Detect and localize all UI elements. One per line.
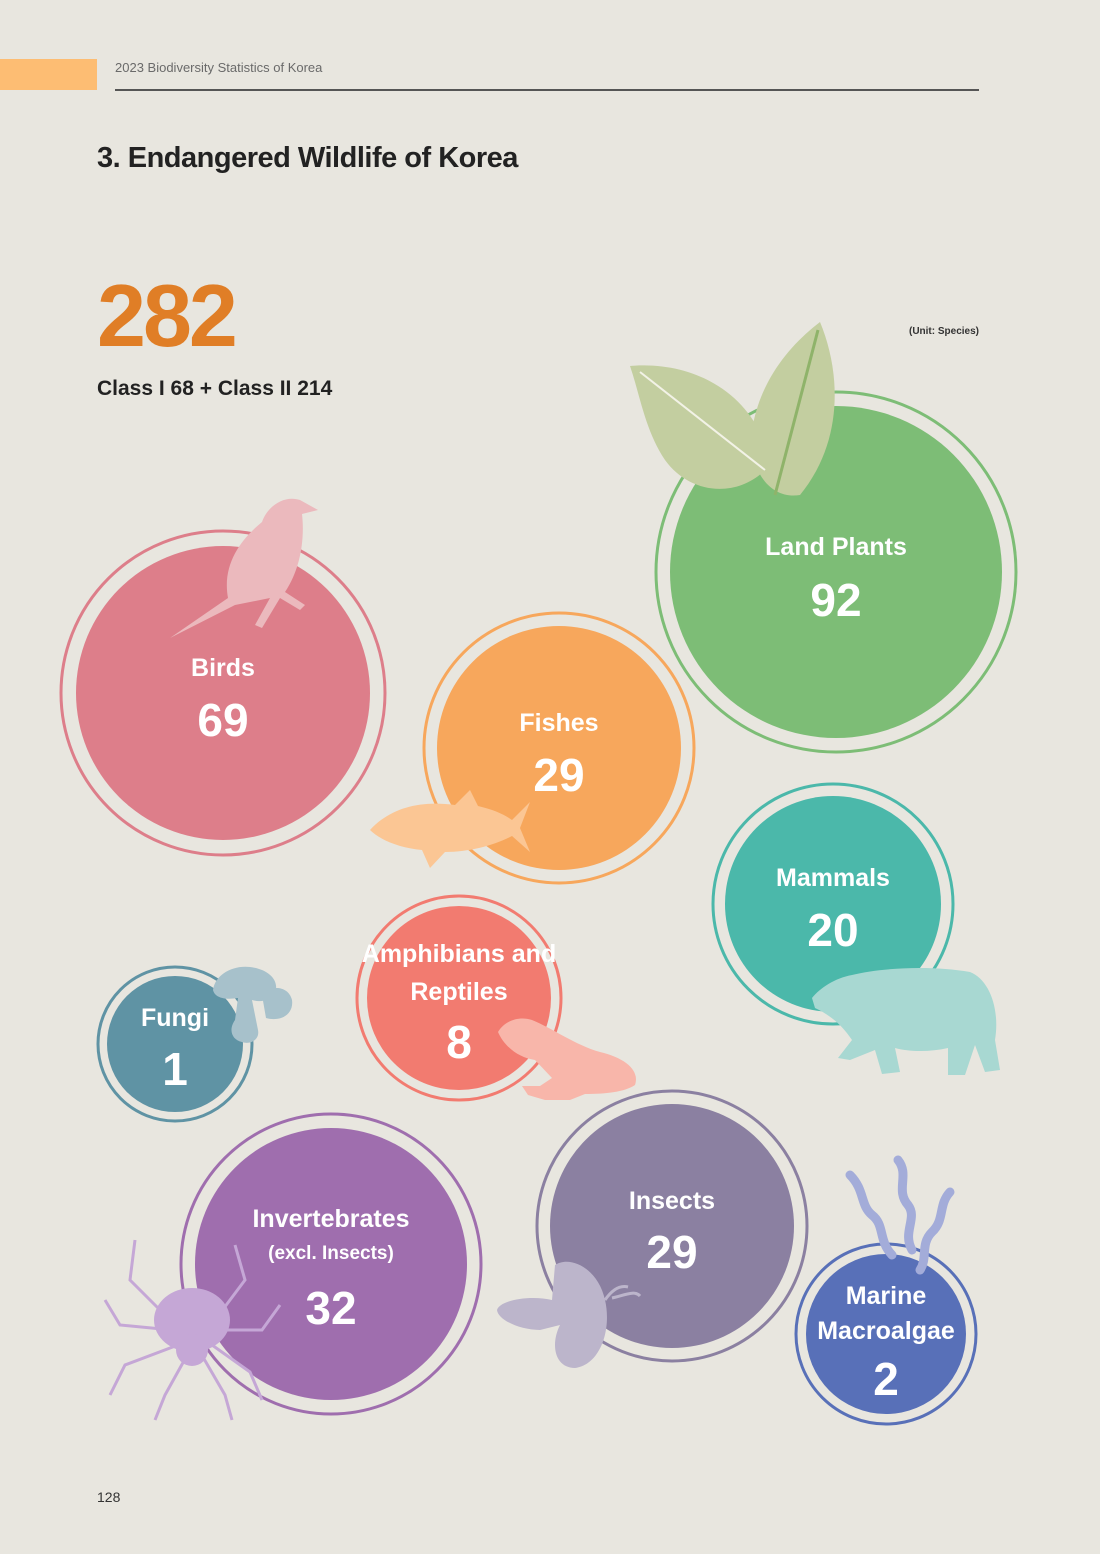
birds-value: 69 — [197, 694, 249, 746]
land-plants-label: Land Plants — [765, 533, 907, 561]
seaweed-icon — [845, 1155, 955, 1275]
amphibians-label-line1: Amphibians and — [361, 940, 557, 968]
birds-label: Birds — [191, 654, 255, 682]
bubble-amphibians-reptiles — [355, 894, 563, 1102]
page-number: 128 — [97, 1489, 121, 1505]
invertebrates-value: 32 — [305, 1282, 357, 1334]
header-title: 2023 Biodiversity Statistics of Korea — [115, 60, 323, 75]
macroalgae-label-line2: Macroalgae — [817, 1317, 955, 1345]
butterfly-icon — [497, 1261, 642, 1368]
land-plants-value: 92 — [810, 574, 862, 626]
bubble-invertebrates — [179, 1112, 483, 1416]
fishes-label: Fishes — [519, 709, 599, 737]
header-tab — [0, 59, 97, 90]
unit-label: (Unit: Species) — [908, 326, 979, 337]
fungi-label: Fungi — [140, 1004, 210, 1032]
spider-icon — [103, 1239, 282, 1421]
bubble-mammals — [711, 782, 955, 1026]
invertebrates-sublabel: (excl. Insects) — [268, 1243, 394, 1264]
class-breakdown: Class I 68 + Class II 214 — [97, 377, 333, 400]
mammals-label: Mammals — [776, 864, 890, 892]
fish-icon — [370, 790, 530, 868]
total-count: 282 — [97, 266, 238, 365]
insects-label: Insects — [628, 1187, 716, 1215]
mammals-value: 20 — [807, 904, 859, 956]
fishes-value: 29 — [533, 749, 585, 801]
bubble-fungi — [96, 965, 254, 1123]
bubble-fishes — [422, 611, 696, 885]
leaf-icon — [630, 322, 835, 496]
invertebrates-label: Invertebrates — [252, 1205, 410, 1233]
fungi-value: 1 — [162, 1043, 188, 1095]
amphibians-label-line2: Reptiles — [410, 978, 508, 1006]
header-divider — [115, 89, 979, 91]
amphibians-value: 8 — [446, 1016, 472, 1068]
bear-icon — [812, 968, 1000, 1075]
insects-value: 29 — [646, 1226, 698, 1278]
bird-icon — [170, 498, 318, 638]
mushroom-icon — [213, 966, 293, 1043]
macroalgae-value: 2 — [873, 1353, 899, 1405]
section-title: 3. Endangered Wildlife of Korea — [97, 142, 518, 174]
bubble-insects — [535, 1089, 809, 1363]
frog-icon — [498, 1018, 636, 1100]
macroalgae-label-line1: Marine — [845, 1282, 927, 1310]
bubble-birds — [59, 529, 387, 857]
bubble-land-plants — [654, 390, 1018, 754]
